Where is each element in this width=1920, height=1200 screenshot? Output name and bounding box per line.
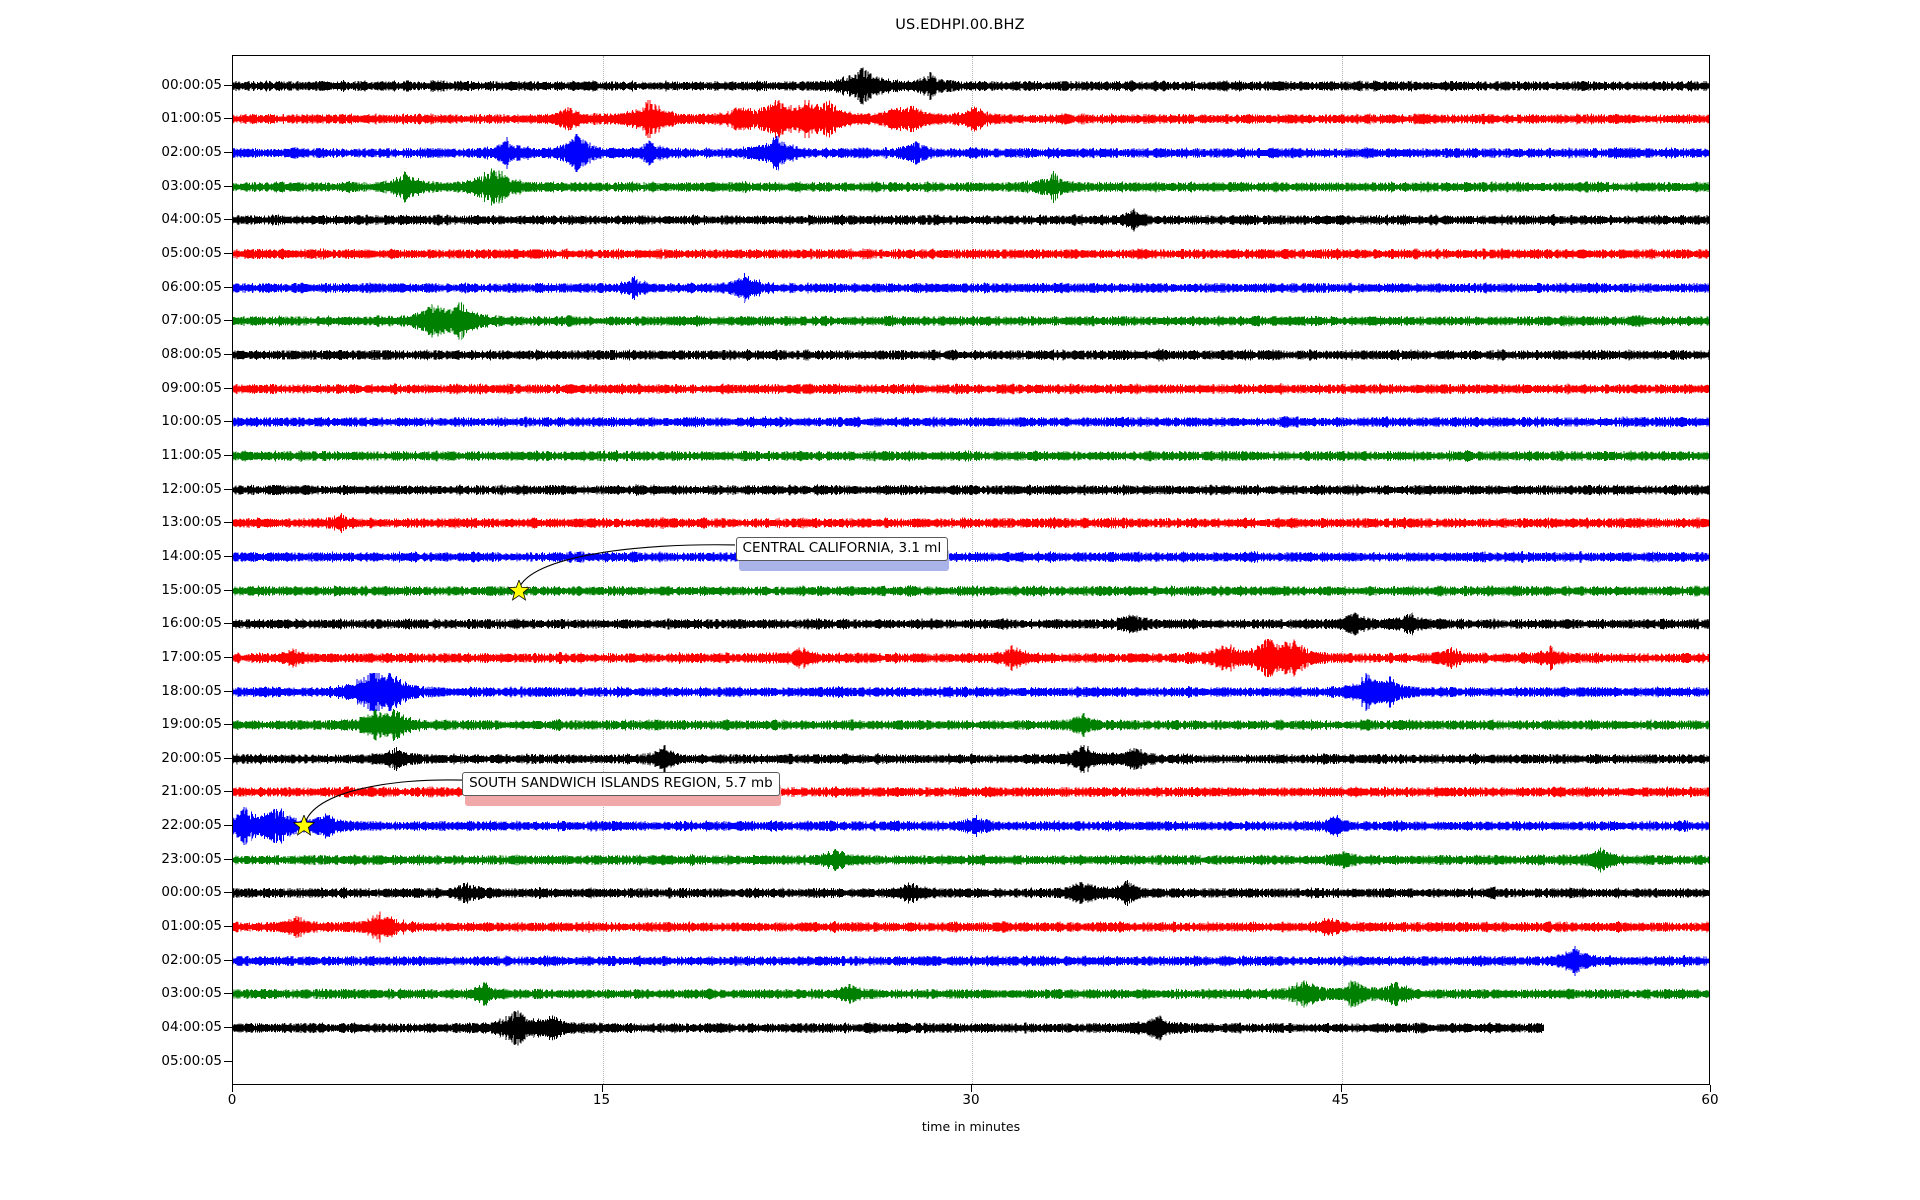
y-tick-mark-29: [224, 1060, 232, 1062]
y-tick-mark-18: [224, 690, 232, 692]
y-tick-mark-2: [224, 151, 232, 153]
y-tick-mark-22: [224, 825, 232, 827]
y-tick-label-6: 06:00:05: [161, 278, 222, 295]
y-tick-mark-25: [224, 926, 232, 928]
y-tick-label-8: 08:00:05: [161, 345, 222, 362]
y-tick-label-23: 23:00:05: [161, 850, 222, 867]
x-tick-label-30: 30: [962, 1092, 980, 1108]
y-tick-label-13: 13:00:05: [161, 514, 222, 531]
annotation-connectors: [304, 544, 735, 825]
y-tick-label-14: 14:00:05: [161, 547, 222, 564]
y-tick-label-28: 04:00:05: [161, 1019, 222, 1036]
y-tick-mark-24: [224, 892, 232, 894]
y-tick-label-25: 01:00:05: [161, 918, 222, 935]
y-tick-mark-6: [224, 286, 232, 288]
y-tick-mark-15: [224, 589, 232, 591]
annotation-label-1[interactable]: SOUTH SANDWICH ISLANDS REGION, 5.7 mb: [462, 772, 780, 797]
y-tick-label-12: 12:00:05: [161, 480, 222, 497]
y-tick-mark-7: [224, 320, 232, 322]
x-axis-title: time in minutes: [921, 1119, 1021, 1134]
y-tick-mark-9: [224, 387, 232, 389]
y-tick-label-29: 05:00:05: [161, 1052, 222, 1069]
y-tick-label-21: 21:00:05: [161, 783, 222, 800]
y-tick-label-3: 03:00:05: [161, 177, 222, 194]
x-tick-mark-45: [1340, 1085, 1342, 1092]
y-tick-label-17: 17:00:05: [161, 648, 222, 665]
y-tick-mark-16: [224, 623, 232, 625]
y-tick-mark-4: [224, 219, 232, 221]
y-tick-label-11: 11:00:05: [161, 446, 222, 463]
y-tick-mark-13: [224, 522, 232, 524]
y-tick-label-2: 02:00:05: [161, 143, 222, 160]
y-tick-mark-19: [224, 724, 232, 726]
y-tick-label-15: 15:00:05: [161, 581, 222, 598]
y-tick-mark-1: [224, 118, 232, 120]
y-tick-label-19: 19:00:05: [161, 716, 222, 733]
y-tick-label-27: 03:00:05: [161, 985, 222, 1002]
x-tick-label-45: 45: [1331, 1092, 1350, 1108]
x-tick-label-60: 60: [1701, 1092, 1719, 1108]
event-star-marker-1[interactable]: [292, 813, 316, 837]
y-tick-label-26: 02:00:05: [161, 951, 222, 968]
y-tick-mark-17: [224, 656, 232, 658]
y-tick-label-16: 16:00:05: [161, 615, 222, 632]
y-tick-label-9: 09:00:05: [161, 379, 222, 396]
y-tick-label-24: 00:00:05: [161, 884, 222, 901]
x-tick-mark-0: [232, 1085, 233, 1092]
event-star-marker-0[interactable]: [507, 578, 531, 602]
y-tick-label-1: 01:00:05: [161, 110, 222, 127]
y-tick-mark-10: [224, 421, 232, 423]
y-tick-label-22: 22:00:05: [161, 817, 222, 834]
y-tick-mark-28: [224, 1027, 232, 1029]
y-tick-label-18: 18:00:05: [161, 682, 222, 699]
y-tick-mark-21: [224, 791, 232, 793]
y-tick-mark-12: [224, 488, 232, 490]
y-tick-mark-11: [224, 454, 232, 456]
annotation-label-0[interactable]: CENTRAL CALIFORNIA, 3.1 ml: [735, 536, 949, 561]
y-tick-mark-14: [224, 555, 232, 557]
y-tick-label-20: 20:00:05: [161, 749, 222, 766]
gridline-x-15: [602, 56, 604, 1084]
gridlines: [233, 56, 1709, 1084]
y-tick-mark-26: [224, 959, 232, 961]
y-tick-mark-3: [224, 185, 232, 187]
x-tick-label-15: 15: [592, 1092, 611, 1108]
annotation-container: CENTRAL CALIFORNIA, 3.1 mlCENTRAL CALIFO…: [233, 56, 1709, 1084]
gridline-x-30: [972, 56, 973, 1084]
y-tick-label-4: 04:00:05: [161, 211, 222, 228]
y-tick-label-0: 00:00:05: [161, 76, 222, 93]
y-tick-label-10: 10:00:05: [161, 413, 222, 430]
y-tick-mark-20: [224, 757, 232, 759]
y-tick-label-5: 05:00:05: [161, 244, 222, 261]
x-tick-label-0: 0: [227, 1092, 237, 1108]
y-tick-label-7: 07:00:05: [161, 312, 222, 329]
page-title: US.EDHPI.00.BHZ: [895, 17, 1025, 33]
x-tick-mark-60: [1710, 1085, 1711, 1092]
y-tick-mark-27: [224, 993, 232, 995]
x-tick-mark-15: [601, 1085, 603, 1092]
y-tick-mark-0: [224, 84, 232, 86]
x-tick-mark-30: [971, 1085, 972, 1092]
y-tick-mark-8: [224, 353, 232, 355]
gridline-x-45: [1341, 56, 1343, 1084]
y-tick-mark-23: [224, 858, 232, 860]
y-tick-mark-5: [224, 252, 232, 254]
plot-axes[interactable]: CENTRAL CALIFORNIA, 3.1 mlCENTRAL CALIFO…: [232, 55, 1710, 1085]
